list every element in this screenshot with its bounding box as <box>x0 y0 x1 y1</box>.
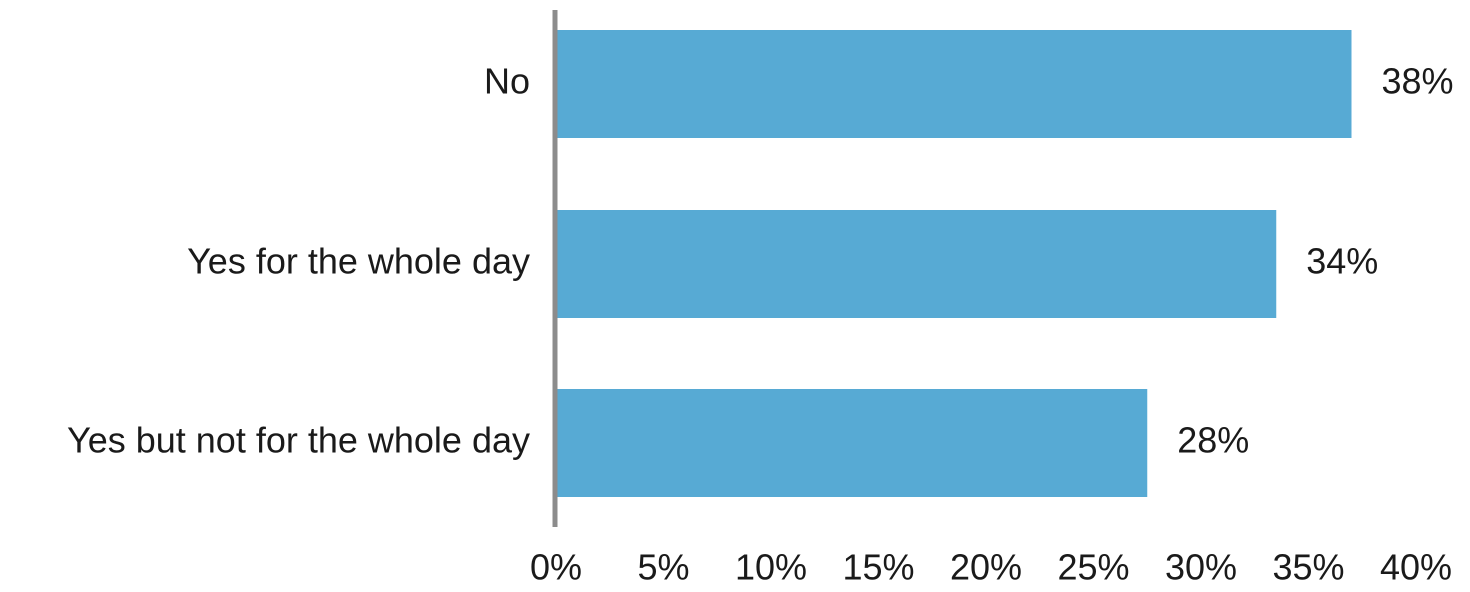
x-tick-label-15: 15% <box>842 547 914 587</box>
category-label-no: No <box>484 61 530 102</box>
bars-layer <box>556 30 1352 497</box>
x-tick-label-30: 30% <box>1165 547 1237 587</box>
labels-layer: No 38% Yes for the whole day 34% Yes but not… <box>67 61 1454 461</box>
bar-yes-but-not-for-the-whole-day <box>556 389 1148 497</box>
data-label-yes-for-the-whole-day: 34% <box>1306 241 1378 282</box>
bar-yes-for-the-whole-day <box>556 210 1277 318</box>
bar-no <box>556 30 1352 138</box>
category-label-yes-but-not-for-the-whole-day: Yes but not for the whole day <box>67 420 530 461</box>
category-label-yes-for-the-whole-day: Yes for the whole day <box>187 241 530 282</box>
data-label-no: 38% <box>1382 61 1454 102</box>
x-tick-label-40: 40% <box>1380 547 1452 587</box>
x-tick-label-20: 20% <box>950 547 1022 587</box>
data-label-yes-but-not-for-the-whole-day: 28% <box>1177 420 1249 461</box>
x-tick-label-0: 0% <box>530 547 582 587</box>
x-tick-label-10: 10% <box>735 547 807 587</box>
x-tick-label-5: 5% <box>637 547 689 587</box>
axis-layer: 0% 5% 10% 15% 20% 25% 30% 35% 40% <box>530 10 1452 588</box>
x-tick-label-25: 25% <box>1057 547 1129 587</box>
x-tick-label-35: 35% <box>1272 547 1344 587</box>
